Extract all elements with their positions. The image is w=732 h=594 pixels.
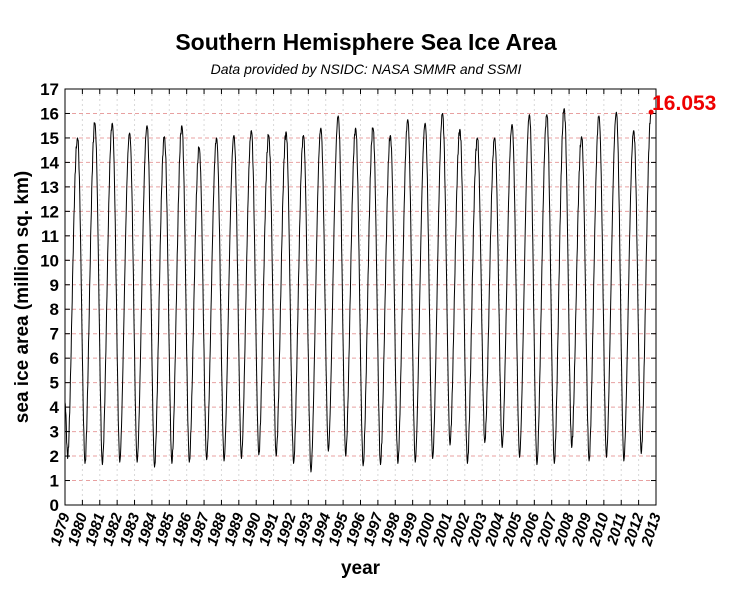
y-tick-label: 11 xyxy=(41,227,59,246)
y-tick-label: 8 xyxy=(50,300,59,319)
x-axis-label: year xyxy=(341,558,381,579)
y-tick-label: 0 xyxy=(50,496,59,515)
y-tick-label: 7 xyxy=(50,325,59,344)
y-axis-label: sea ice area (million sq. km) xyxy=(12,171,33,423)
x-axis-ticks: 1979198019811982198319841985198619871988… xyxy=(47,89,665,549)
chart-title: Southern Hemisphere Sea Ice Area xyxy=(175,29,557,55)
y-tick-label: 15 xyxy=(40,129,59,148)
y-tick-label: 17 xyxy=(40,80,59,99)
latest-value-point xyxy=(648,109,654,115)
y-tick-label: 4 xyxy=(50,398,60,417)
y-tick-label: 13 xyxy=(40,178,59,197)
y-tick-label: 2 xyxy=(50,447,59,466)
y-tick-label: 16 xyxy=(40,104,59,123)
y-tick-label: 9 xyxy=(50,276,59,295)
y-tick-label: 1 xyxy=(50,472,59,491)
y-tick-label: 12 xyxy=(40,202,59,221)
y-tick-label: 6 xyxy=(50,349,59,368)
y-tick-label: 3 xyxy=(50,423,59,442)
y-tick-label: 14 xyxy=(40,153,59,172)
y-tick-label: 10 xyxy=(40,251,59,270)
y-tick-label: 5 xyxy=(50,374,59,393)
grid-lines xyxy=(65,89,656,505)
sea-ice-area-line xyxy=(64,108,652,473)
latest-value-annotation: 16.053 xyxy=(648,92,716,115)
chart-subtitle: Data provided by NSIDC: NASA SMMR and SS… xyxy=(211,61,522,77)
latest-value-label: 16.053 xyxy=(652,92,716,115)
series-layer xyxy=(64,108,652,473)
